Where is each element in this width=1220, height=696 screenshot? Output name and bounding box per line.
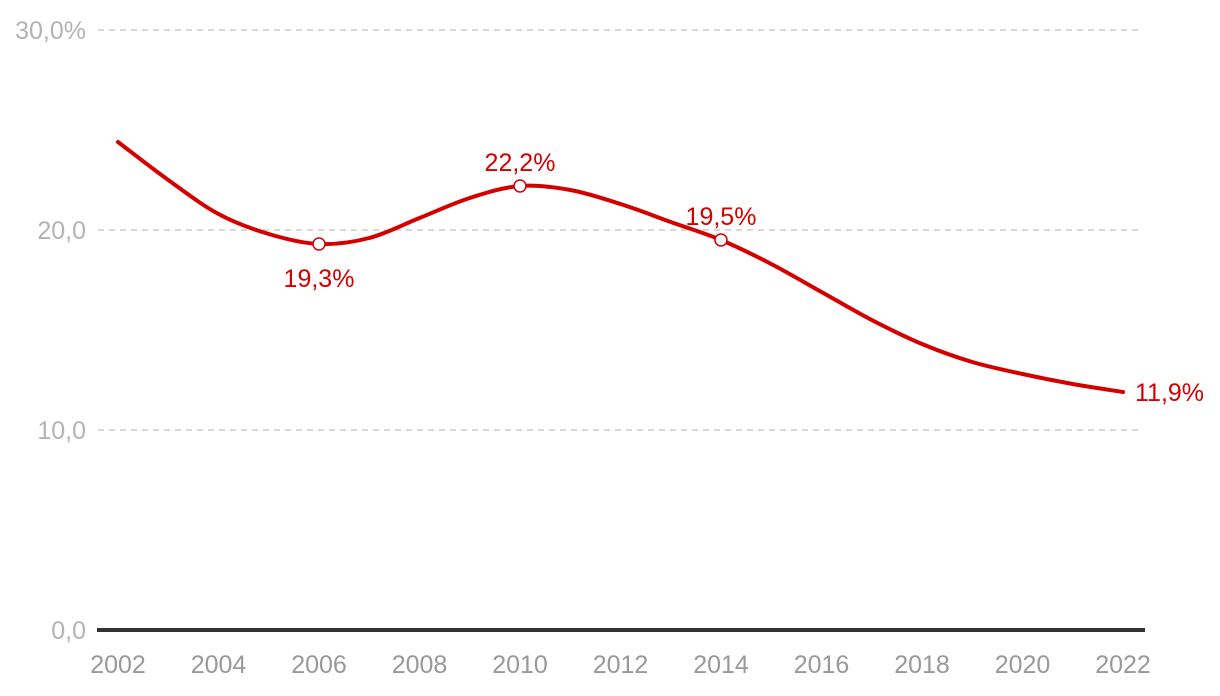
series-lines: [116, 140, 1125, 394]
x-tick-label: 2018: [894, 651, 950, 679]
data-point-marker: [513, 179, 527, 193]
y-tick-label: 30,0%: [15, 17, 86, 45]
x-tick-label: 2014: [693, 651, 749, 679]
x-tick-label: 2016: [794, 651, 850, 679]
data-label: 19,3%: [284, 265, 355, 293]
y-tick-label: 10,0: [37, 417, 86, 445]
data-point-marker: [714, 233, 728, 247]
x-tick-label: 2012: [593, 651, 649, 679]
y-tick-label: 20,0: [37, 217, 86, 245]
y-tick-label: 0,0: [51, 617, 86, 645]
x-axis-tick-labels: 2002 2004 2006 2008 2010 2012 2014 2016 2018 2020…: [90, 651, 1151, 679]
data-label: 22,2%: [485, 149, 556, 177]
data-point-marker: [312, 237, 326, 251]
x-tick-label: 2002: [90, 651, 146, 679]
gridlines: [98, 29, 1138, 431]
x-tick-label: 2020: [995, 651, 1051, 679]
x-tick-label: 2022: [1095, 651, 1151, 679]
x-tick-label: 2006: [291, 651, 347, 679]
y-axis-tick-labels: 0,0 10,0 20,0 30,0%: [15, 17, 86, 645]
data-label: 11,9%: [1135, 379, 1204, 407]
series-line-0: [116, 140, 1125, 394]
data-labels: 19,3% 22,2% 19,5% 11,9%: [284, 149, 1204, 407]
data-label: 19,5%: [686, 203, 757, 231]
x-tick-label: 2004: [191, 651, 247, 679]
x-tick-label: 2010: [492, 651, 548, 679]
x-tick-label: 2008: [392, 651, 448, 679]
